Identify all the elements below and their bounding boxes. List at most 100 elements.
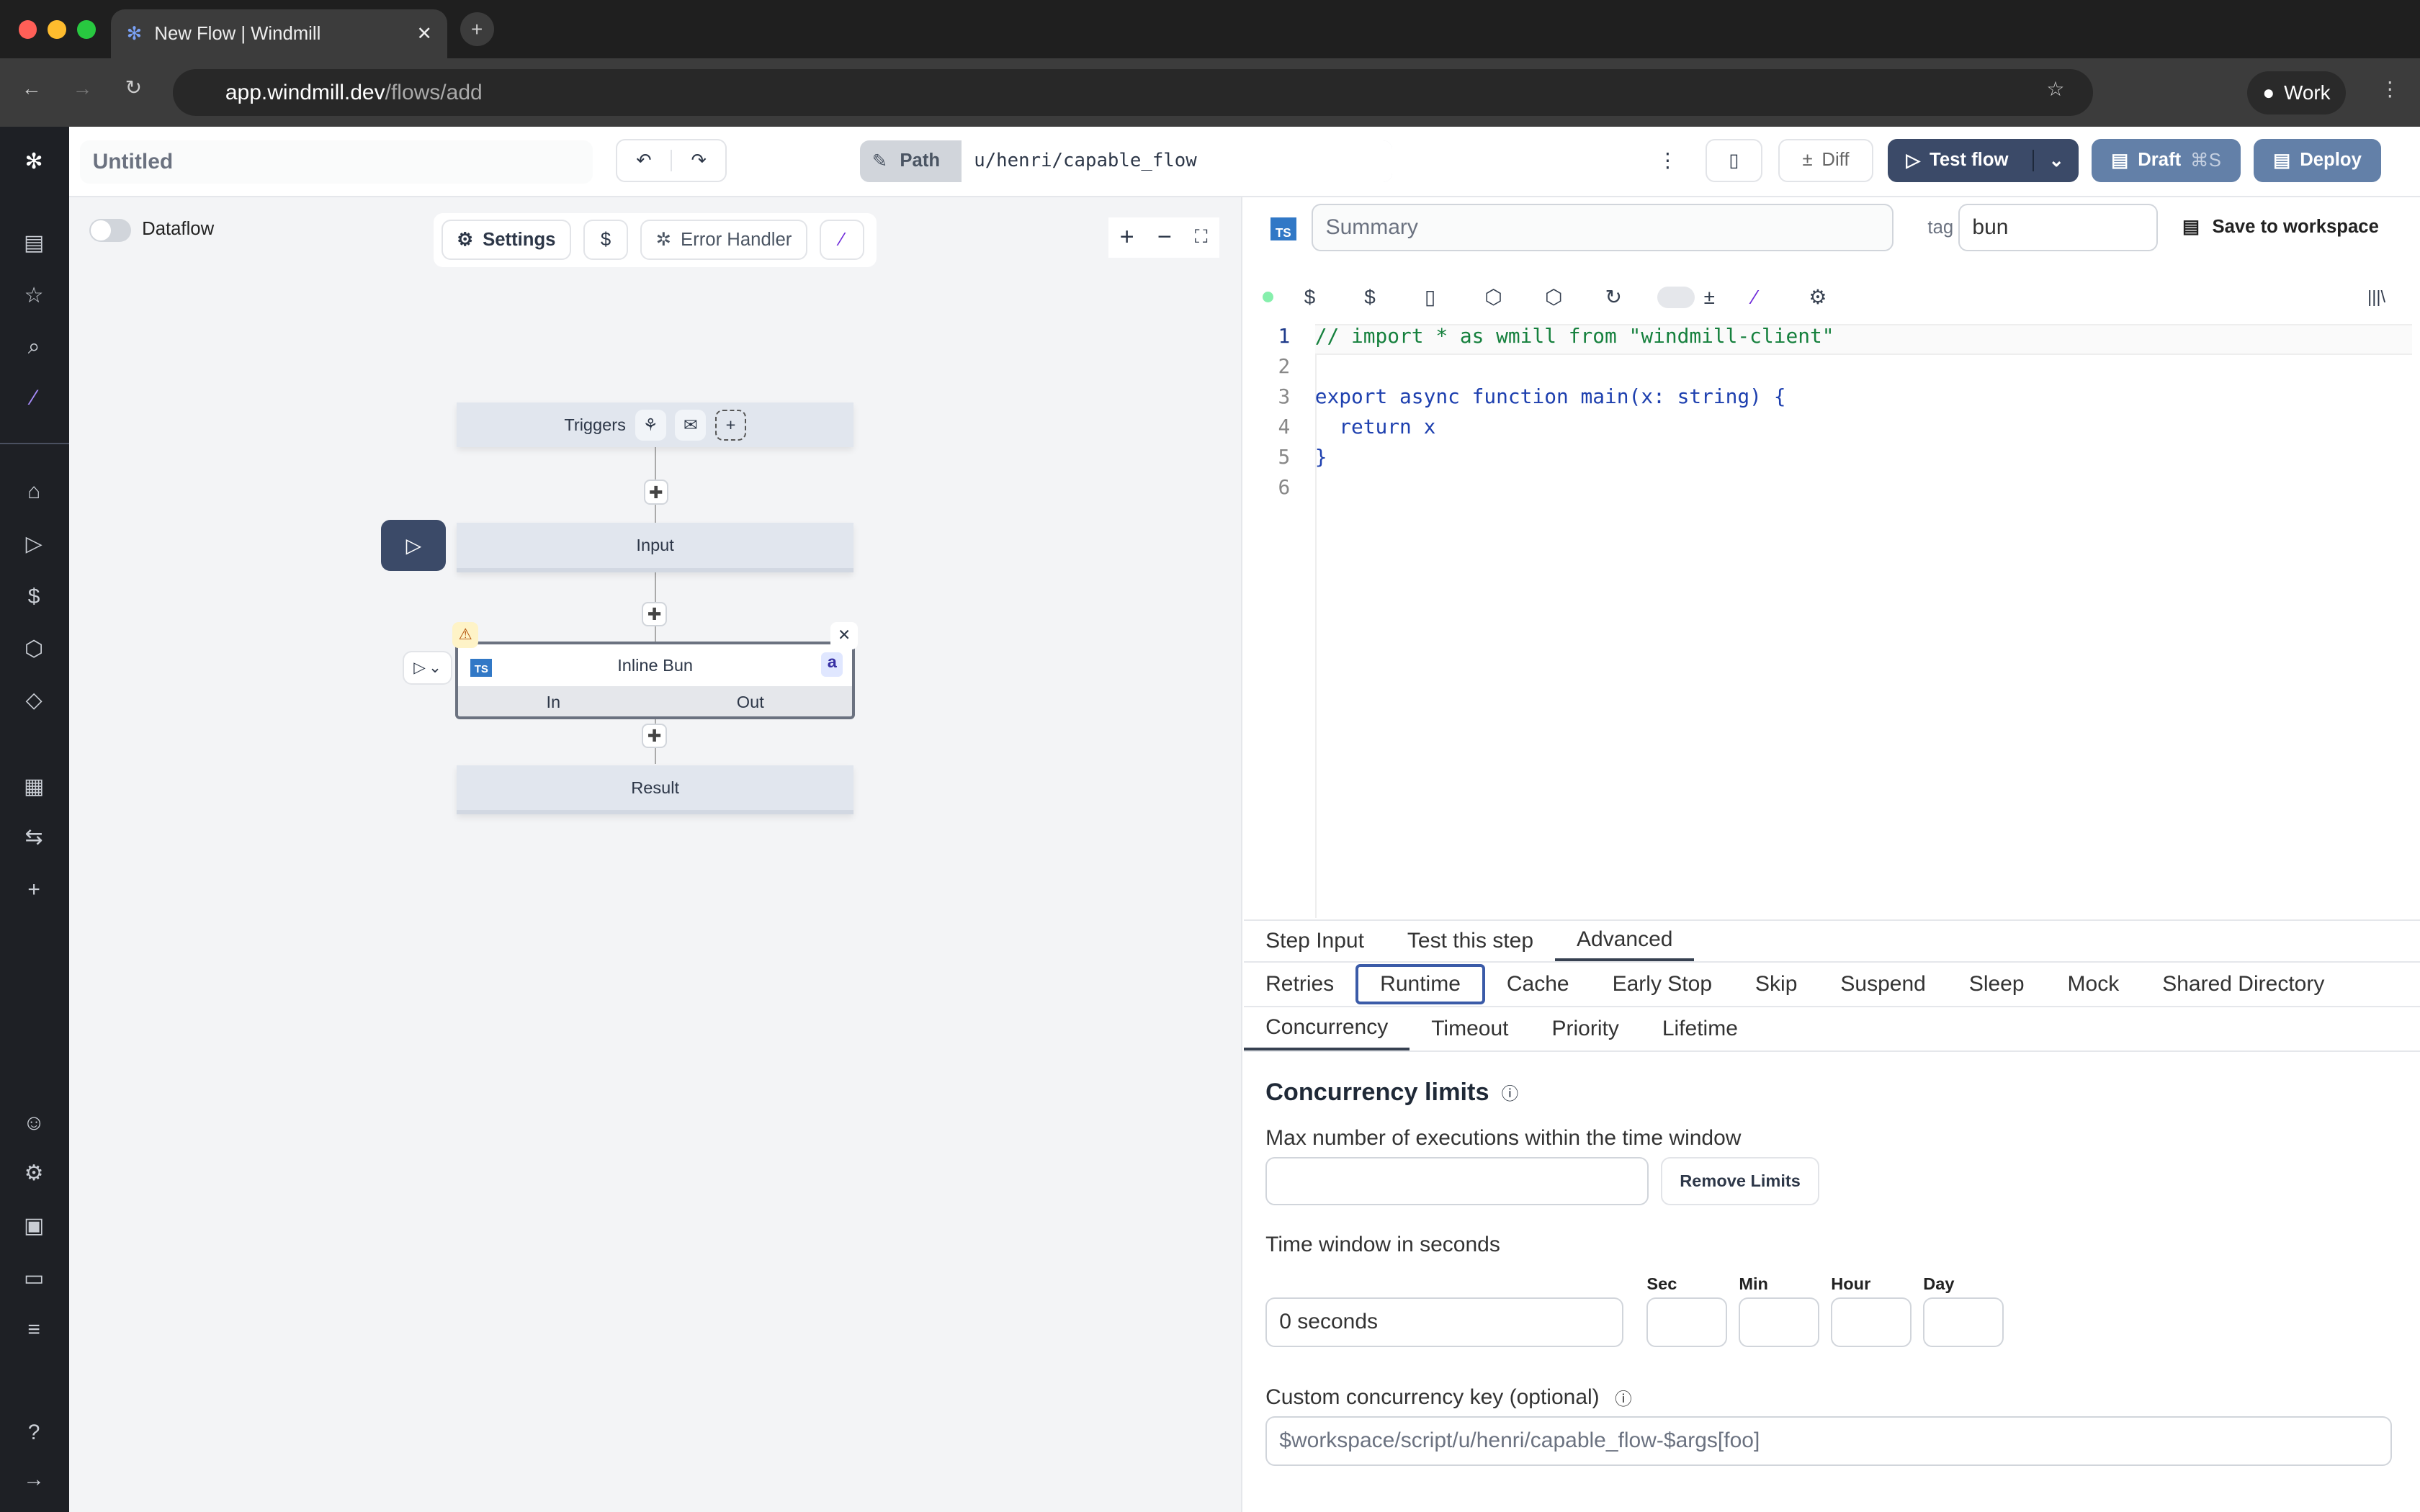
zoom-in-button[interactable]: + bbox=[1119, 223, 1134, 251]
time-unit-input[interactable] bbox=[1739, 1297, 1819, 1347]
workers-icon[interactable]: ▣ bbox=[23, 1214, 45, 1238]
run-flow-button[interactable]: ▷ bbox=[381, 520, 447, 571]
tab-tabs2-4[interactable]: Skip bbox=[1755, 972, 1798, 996]
url-field[interactable]: app.windmill.dev/flows/add bbox=[173, 69, 2093, 116]
result-node[interactable]: Result bbox=[457, 765, 853, 815]
more-menu-icon[interactable]: ⋮ bbox=[1657, 148, 1678, 171]
context-variable-button[interactable]: $ bbox=[1304, 285, 1316, 308]
diff-toggle[interactable] bbox=[1657, 286, 1695, 308]
summary-input[interactable]: Summary bbox=[1312, 203, 1894, 252]
triggers-icon[interactable]: ⇆ bbox=[24, 825, 43, 850]
tab-tabs3-0[interactable]: Concurrency bbox=[1244, 1007, 1410, 1051]
logs-icon[interactable]: ≡ bbox=[27, 1317, 40, 1341]
new-tab-button[interactable]: + bbox=[460, 12, 494, 47]
tag-input[interactable]: bun bbox=[1958, 203, 2158, 252]
reload-icon[interactable]: ↻ bbox=[125, 76, 142, 99]
package-button[interactable]: ⬡ bbox=[1484, 286, 1502, 309]
info-icon[interactable]: ⓘ bbox=[1501, 1084, 1519, 1104]
step-out-link[interactable]: Out bbox=[736, 693, 764, 712]
tab-tabs2-1[interactable]: Runtime bbox=[1355, 964, 1485, 1005]
tab-tabs3-1[interactable]: Timeout bbox=[1431, 1017, 1509, 1041]
tab-tabs3-3[interactable]: Lifetime bbox=[1662, 1017, 1738, 1041]
package-type-button[interactable]: ⬡ bbox=[1544, 286, 1563, 309]
zoom-out-button[interactable]: − bbox=[1157, 223, 1172, 251]
info-icon[interactable]: ⓘ bbox=[1615, 1390, 1632, 1409]
schedules-icon[interactable]: ▦ bbox=[23, 774, 45, 798]
tab-tabs1-1[interactable]: Test this step bbox=[1407, 929, 1533, 953]
input-node[interactable]: Input bbox=[457, 523, 853, 572]
test-step-button[interactable]: ▷ ⌄ bbox=[403, 651, 452, 685]
step-node-inline-bun[interactable]: TS Inline Bun a In Out bbox=[455, 642, 856, 719]
back-icon[interactable]: ← bbox=[22, 77, 42, 100]
variables-button[interactable]: $ bbox=[583, 220, 629, 261]
home-icon[interactable]: ⌂ bbox=[27, 480, 41, 504]
tab-tabs2-0[interactable]: Retries bbox=[1265, 972, 1335, 996]
search-icon[interactable]: ⌕ bbox=[27, 334, 40, 359]
diff-button[interactable]: ± Diff bbox=[1778, 138, 1874, 182]
remove-limits-button[interactable]: Remove Limits bbox=[1660, 1157, 1820, 1205]
delete-step-button[interactable]: ✕ bbox=[830, 621, 859, 650]
redo-button[interactable]: ↷ bbox=[671, 149, 725, 171]
tab-tabs1-0[interactable]: Step Input bbox=[1265, 929, 1364, 953]
ai-wand-icon[interactable]: ⁄ bbox=[32, 385, 36, 410]
variables-icon[interactable]: $ bbox=[27, 584, 40, 608]
minimize-window-button[interactable] bbox=[48, 19, 67, 39]
folders-icon[interactable]: ▭ bbox=[23, 1266, 45, 1291]
resource-button[interactable]: ▯ bbox=[1424, 286, 1436, 309]
time-window-input[interactable]: 0 seconds bbox=[1265, 1297, 1624, 1347]
settings-icon[interactable]: ⚙ bbox=[24, 1161, 44, 1186]
scripts-icon[interactable]: ▤ bbox=[23, 231, 45, 256]
user-icon[interactable]: ☺ bbox=[22, 1110, 45, 1135]
chevron-down-icon[interactable]: ⌄ bbox=[2033, 149, 2079, 171]
path-field[interactable]: ✎ Path u/henri/capable_flow bbox=[859, 140, 1392, 182]
ai-wand-icon[interactable]: ⁄ bbox=[1753, 285, 1757, 308]
chevron-down-icon[interactable]: ⌄ bbox=[428, 659, 442, 677]
expand-sidebar-icon[interactable]: → bbox=[23, 1467, 45, 1491]
test-flow-button[interactable]: ▷ Test flow ⌄ bbox=[1887, 138, 2079, 182]
warning-icon[interactable]: ⚠ bbox=[452, 621, 479, 648]
windmill-logo-icon[interactable]: ✻ bbox=[24, 149, 43, 174]
concurrency-key-input[interactable]: $workspace/script/u/henri/capable_flow-$… bbox=[1265, 1416, 2393, 1466]
browser-menu-icon[interactable]: ⋮ bbox=[2380, 78, 2401, 101]
library-icon[interactable]: |||\ bbox=[2367, 287, 2386, 306]
dataflow-toggle[interactable] bbox=[89, 219, 132, 243]
reset-button[interactable]: ↻ bbox=[1605, 286, 1622, 309]
email-icon[interactable]: ✉ bbox=[675, 409, 707, 441]
webhook-icon[interactable]: ⚘ bbox=[635, 409, 666, 441]
ai-button[interactable]: ⁄ bbox=[819, 220, 864, 261]
time-unit-input[interactable] bbox=[1646, 1297, 1727, 1347]
tab-tabs1-2[interactable]: Advanced bbox=[1555, 921, 1695, 962]
fit-view-button[interactable]: ⛶ bbox=[1194, 226, 1208, 247]
tab-tabs2-6[interactable]: Sleep bbox=[1968, 972, 2025, 996]
tab-tabs2-8[interactable]: Shared Directory bbox=[2162, 972, 2325, 996]
triggers-node[interactable]: Triggers ⚘ ✉ + bbox=[457, 402, 853, 448]
error-handler-button[interactable]: ✲ Error Handler bbox=[640, 220, 807, 261]
add-icon[interactable]: + bbox=[27, 878, 40, 902]
profile-button[interactable]: ● Work bbox=[2247, 71, 2346, 114]
insert-step-button[interactable]: ✚ bbox=[642, 601, 667, 626]
settings-button[interactable]: ⚙ Settings bbox=[441, 220, 571, 261]
tab-tabs2-5[interactable]: Suspend bbox=[1840, 972, 1926, 996]
close-tab-icon[interactable]: ✕ bbox=[416, 24, 432, 45]
insert-step-button[interactable]: ✚ bbox=[643, 480, 668, 505]
add-trigger-button[interactable]: + bbox=[715, 409, 746, 441]
tab-tabs3-2[interactable]: Priority bbox=[1551, 1017, 1619, 1041]
tab-tabs2-7[interactable]: Mock bbox=[2067, 972, 2120, 996]
tab-tabs2-2[interactable]: Cache bbox=[1506, 972, 1569, 996]
browser-tab[interactable]: ✻ New Flow | Windmill ✕ bbox=[111, 9, 448, 59]
flow-title-input[interactable]: Untitled bbox=[80, 140, 593, 184]
maximize-window-button[interactable] bbox=[77, 19, 96, 39]
deploy-button[interactable]: ▤ Deploy bbox=[2253, 138, 2382, 182]
step-in-link[interactable]: In bbox=[546, 693, 561, 712]
close-window-button[interactable] bbox=[18, 19, 37, 39]
runs-icon[interactable]: ▷ bbox=[25, 532, 42, 557]
undo-button[interactable]: ↶ bbox=[636, 150, 652, 171]
forward-icon[interactable]: → bbox=[72, 77, 93, 100]
draft-button[interactable]: ▤ Draft ⌘S bbox=[2091, 138, 2241, 182]
docs-button[interactable]: ▯ bbox=[1705, 138, 1763, 182]
gear-icon[interactable]: ⚙ bbox=[1809, 286, 1827, 309]
assets-icon[interactable]: ◇ bbox=[25, 688, 42, 712]
tab-tabs2-3[interactable]: Early Stop bbox=[1612, 972, 1713, 996]
resources-icon[interactable]: ⬡ bbox=[24, 636, 44, 661]
max-executions-input[interactable] bbox=[1265, 1157, 1649, 1205]
